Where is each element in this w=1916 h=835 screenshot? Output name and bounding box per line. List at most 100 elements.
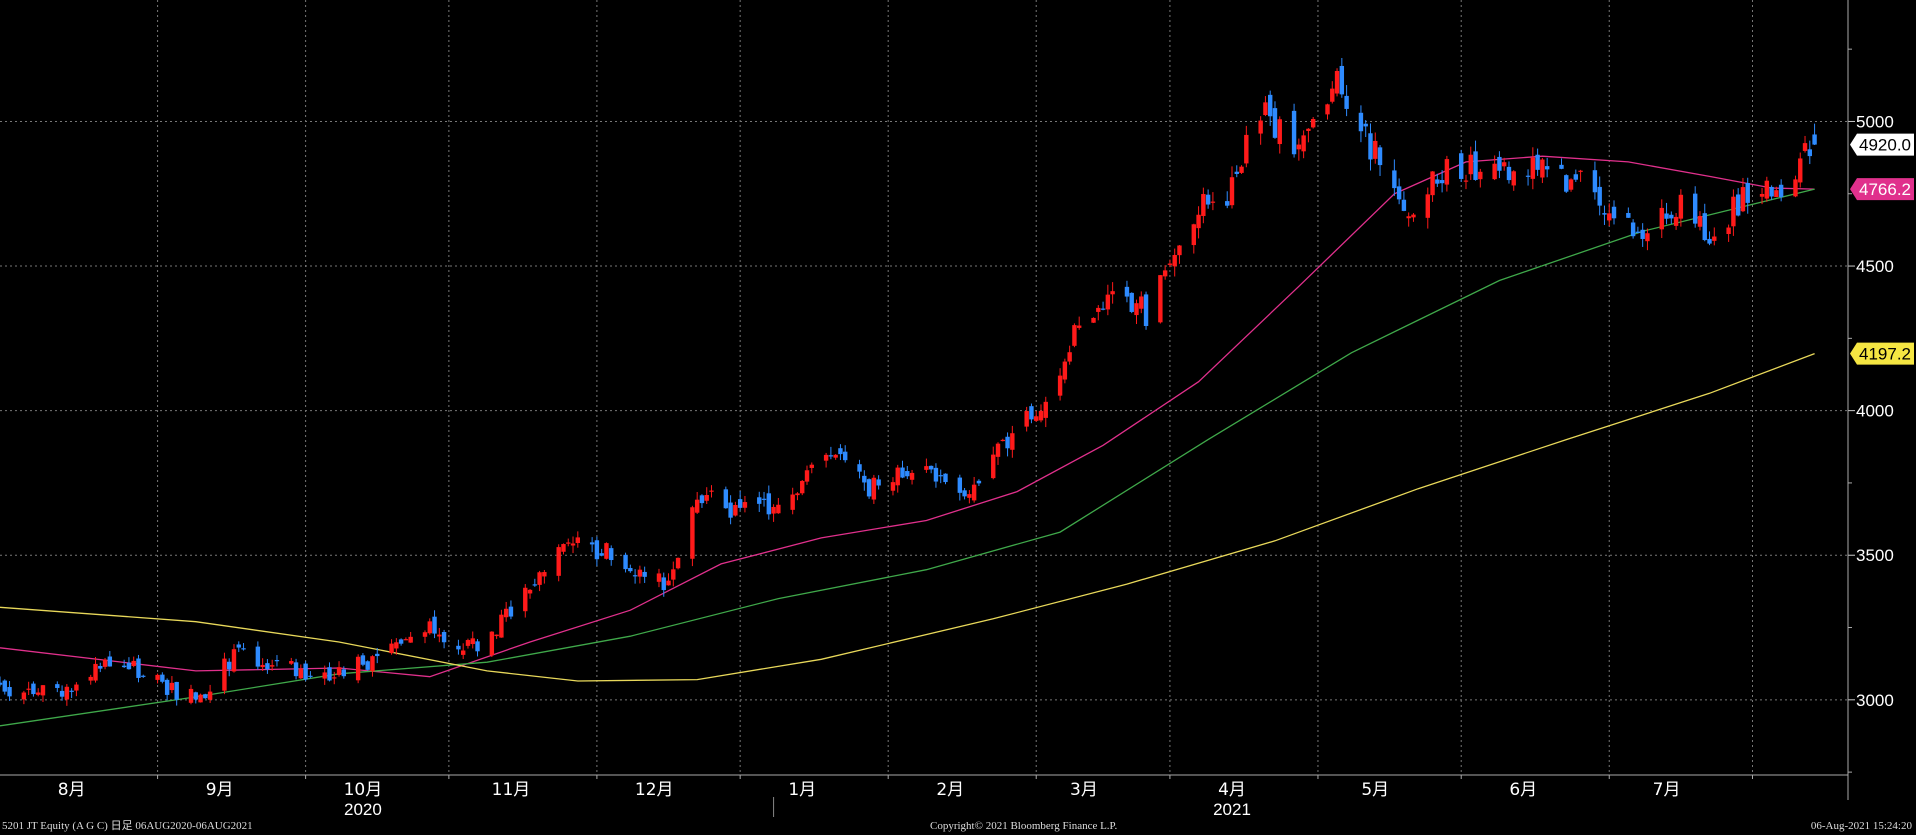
candle-body [866, 479, 872, 497]
candle-body [938, 475, 943, 477]
candle-body [222, 658, 227, 691]
candle-body [1478, 171, 1483, 180]
candle-body [556, 547, 561, 576]
candle-body [962, 490, 967, 497]
candle-body [862, 475, 867, 483]
candle-body [40, 685, 46, 696]
badge-last-price-box [1850, 133, 1914, 156]
candle-body [1124, 286, 1130, 297]
candle-body [327, 667, 332, 681]
candle-body [1459, 153, 1464, 179]
candle-body [389, 643, 394, 654]
candle-body [1506, 166, 1512, 181]
candle-body [1764, 180, 1770, 199]
candle-body [1645, 233, 1650, 242]
x-month-label: 1月 [788, 780, 816, 800]
x-month-label: 5月 [1361, 780, 1389, 800]
candle-body [928, 465, 934, 470]
candle-body [728, 502, 733, 518]
candle-body [1325, 104, 1330, 115]
candle-body [169, 682, 175, 691]
candle-body [1096, 307, 1101, 312]
candle-body [260, 664, 265, 668]
candle-body [1038, 410, 1044, 421]
candle-body [1225, 201, 1230, 206]
candle-body [1010, 433, 1015, 450]
candle-body [1439, 180, 1445, 184]
candle-body [1735, 194, 1741, 216]
candle-body [193, 692, 198, 700]
candle-body [566, 542, 571, 544]
candle-body [174, 681, 179, 700]
candle-body [761, 498, 767, 500]
candle-body [1000, 439, 1005, 442]
candle-body [164, 679, 170, 695]
candle-body [776, 504, 781, 514]
candle-body [971, 484, 977, 501]
candle-body [589, 542, 595, 545]
candle-body [88, 676, 93, 681]
candle-body [967, 494, 972, 498]
candle-body [1191, 224, 1196, 246]
badge-ma3-label: 4197.2 [1859, 345, 1911, 364]
x-month-label: 8月 [58, 780, 86, 800]
candle-body [499, 614, 504, 638]
badge-ma3-box [1850, 342, 1914, 365]
candle-body [991, 454, 996, 479]
candle-body [1740, 187, 1746, 212]
candle-body [231, 649, 237, 672]
candle-body [637, 569, 643, 577]
candle-body [1368, 133, 1373, 160]
candle-body [976, 480, 982, 484]
candle-body [1277, 119, 1282, 145]
candle-body [733, 504, 738, 516]
y-tick-label: 3500 [1856, 546, 1894, 565]
candle-body [1172, 255, 1177, 267]
candle-body [742, 502, 748, 508]
candle-body [838, 448, 843, 455]
candle-body [322, 672, 327, 679]
candle-body [1029, 406, 1034, 420]
candle-body [704, 494, 709, 501]
candle-body [1463, 180, 1469, 182]
candle-body [1229, 177, 1235, 206]
candle-body [1210, 201, 1216, 203]
candle-body [876, 479, 881, 486]
candle-body [833, 454, 838, 458]
candle-body [365, 661, 370, 670]
candlesticks [0, 57, 1817, 706]
candle-body [1568, 179, 1574, 190]
candle-body [890, 482, 896, 491]
candle-body [1339, 65, 1345, 95]
candle-body [1640, 229, 1645, 239]
candle-body [709, 490, 714, 492]
candle-body [2, 680, 7, 692]
y-tick-label: 5000 [1856, 112, 1894, 131]
candle-body [628, 567, 633, 572]
ma-line-1 [0, 155, 1815, 678]
candle-body [542, 572, 547, 577]
candle-body [1344, 95, 1349, 109]
candle-body [1802, 143, 1808, 151]
candle-body [666, 580, 671, 586]
candle-body [1597, 186, 1602, 206]
candle-body [1430, 171, 1435, 196]
candle-body [355, 656, 361, 681]
x-month-label: 6月 [1509, 780, 1537, 800]
candle-body [895, 467, 900, 486]
candle-body [1425, 194, 1430, 218]
candle-body [198, 694, 203, 703]
candle-body [1330, 88, 1335, 102]
candle-body [298, 668, 304, 679]
candle-body [1105, 294, 1111, 310]
candle-body [121, 665, 127, 668]
ma-line-3 [0, 352, 1815, 682]
candle-body [790, 494, 795, 510]
candle-body [64, 686, 70, 700]
candle-body [1578, 170, 1583, 172]
candle-body [642, 571, 647, 577]
candle-body [422, 632, 428, 637]
badge-ma1: 4766.2 [1850, 178, 1914, 201]
candle-body [1525, 175, 1531, 177]
candle-body [1468, 154, 1473, 175]
